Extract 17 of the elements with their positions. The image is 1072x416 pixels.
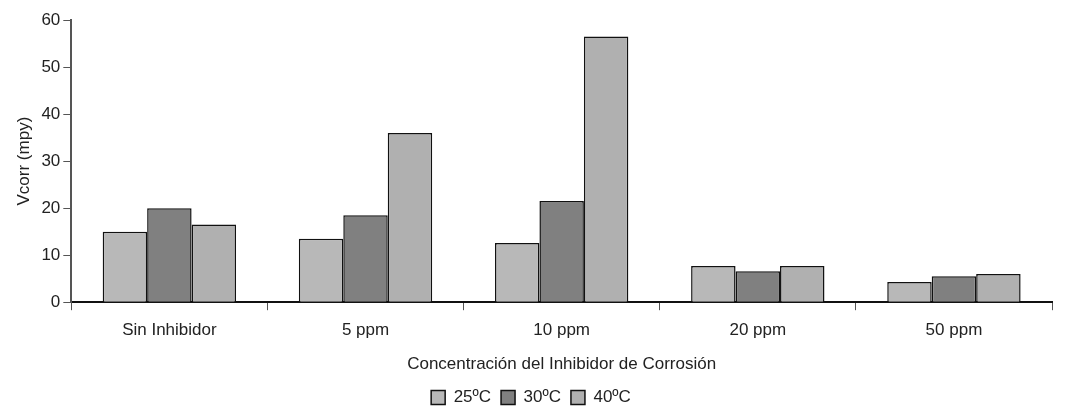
y-tick-label: 40 [41, 103, 61, 123]
y-tick-label: 20 [41, 197, 61, 217]
x-tick-label: 10 ppm [533, 320, 591, 340]
y-tick-label: 60 [41, 9, 61, 29]
y-tick-label: 30 [41, 150, 61, 170]
legend-label: 25ºC [453, 387, 492, 407]
y-tick-label: 0 [50, 291, 61, 311]
y-tick-label: 10 [41, 244, 61, 264]
y-tick-label: 50 [41, 56, 61, 76]
legend-label: 40ºC [593, 387, 631, 407]
x-tick-label: 50 ppm [925, 320, 983, 340]
x-tick-label: Sin Inhibidor [122, 320, 217, 340]
x-tick-label: 5 ppm [341, 320, 390, 340]
legend-label: 30ºC [523, 387, 561, 407]
x-tick-label: 20 ppm [729, 320, 787, 340]
x-axis-title: Concentración del Inhibidor de Corrosión [407, 354, 717, 374]
y-axis-title: Vcorr (mpy) [13, 116, 33, 206]
